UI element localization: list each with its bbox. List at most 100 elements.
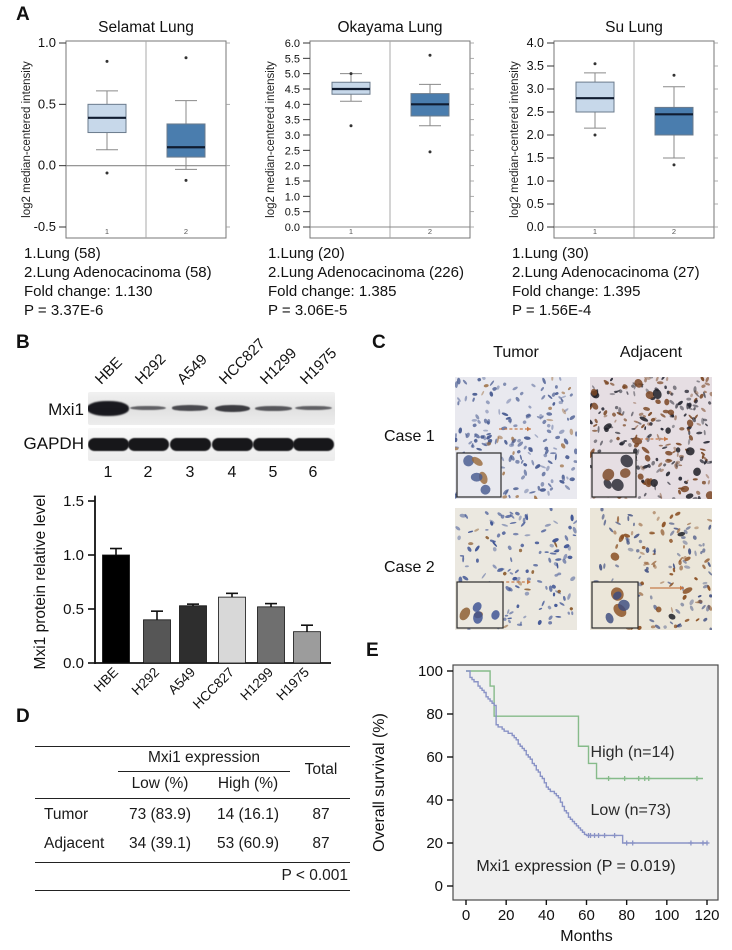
panel-a-label: A (16, 4, 30, 25)
boxplot-su-block: Su Lung 4.0 3.5 3.0 2.5 2.0 1.5 1.0 0.5 0.0 log2 m… (488, 0, 732, 332)
table-cell-tumor-total: 87 (312, 806, 330, 823)
table-total-header: Total (304, 761, 338, 778)
svg-text:2: 2 (672, 227, 676, 236)
blot-lane-number: 3 (185, 464, 195, 481)
svg-text:Low (n=73): Low (n=73) (591, 802, 672, 819)
table-rule-header (35, 798, 350, 799)
ihc-column-header-adjacent: Adjacent (619, 344, 683, 361)
svg-text:4.0: 4.0 (285, 99, 300, 111)
okayama-caption: 1.Lung (20) 2.Lung Adenocacinoma (226) Fol… (268, 244, 464, 320)
svg-text:4.0: 4.0 (527, 36, 544, 50)
svg-text:120: 120 (694, 907, 719, 924)
svg-text:4.5: 4.5 (285, 84, 300, 96)
ihc-case1-adjacent-image (590, 377, 712, 499)
blot-lane-label: H1975 (296, 344, 341, 388)
gapdh-band (252, 438, 294, 451)
svg-text:A549: A549 (165, 665, 198, 698)
svg-text:1: 1 (105, 227, 109, 236)
svg-text:2.5: 2.5 (285, 145, 300, 157)
svg-text:20: 20 (498, 907, 515, 924)
blot-lane-number: 2 (143, 464, 153, 481)
svg-text:H292: H292 (129, 665, 162, 698)
svg-text:5.0: 5.0 (285, 69, 300, 81)
panel-c-label: C (372, 332, 386, 353)
mxi1-band (172, 405, 208, 411)
gapdh-band (88, 438, 129, 451)
blot-lane-number: 4 (227, 464, 237, 481)
svg-text:1.0: 1.0 (38, 35, 56, 50)
svg-text:log2 median-centered intensity: log2 median-centered intensity (21, 61, 33, 218)
table-cell-adjacent-high: 53 (60.9) (216, 835, 280, 852)
svg-text:2: 2 (428, 227, 432, 236)
caption-line: Fold change: 1.385 (268, 283, 397, 300)
table-cell-tumor-high: 14 (16.1) (216, 806, 280, 823)
ihc-case2-tumor-image (455, 508, 577, 630)
svg-text:1.0: 1.0 (527, 174, 544, 188)
svg-text:-0.5: -0.5 (34, 219, 56, 234)
svg-text:0.5: 0.5 (38, 96, 56, 111)
svg-text:60: 60 (578, 907, 595, 924)
blot-lane-label: H292 (131, 350, 170, 388)
gapdh-band (211, 438, 253, 451)
svg-text:1: 1 (349, 227, 353, 236)
caption-line: Fold change: 1.395 (512, 283, 641, 300)
blot-lane-number: 1 (103, 464, 113, 481)
kaplan-meier-chart: 0 20 40 60 80 100 120 0 20 40 60 80 100 High (n=14) Lo… (371, 663, 720, 945)
svg-text:3.5: 3.5 (285, 115, 300, 127)
table-subheader-high: High (%) (217, 775, 279, 792)
svg-text:HBE: HBE (91, 665, 121, 695)
boxplot-selamat-block: Selamat Lung 1.0 0.5 0.0 -0.5 log2 median-cen… (0, 0, 244, 332)
ihc-case1-tumor-image (455, 377, 577, 499)
su-boxplot: Su Lung 4.0 3.5 3.0 2.5 2.0 1.5 1.0 0.5 0.0 log2 m… (509, 19, 718, 239)
svg-text:100: 100 (418, 663, 443, 680)
svg-text:2.5: 2.5 (527, 105, 544, 119)
caption-line: 1.Lung (30) (512, 245, 589, 262)
svg-text:60: 60 (426, 749, 443, 766)
mxi1-band (130, 405, 166, 411)
western-blot-mxi1-strip (88, 392, 335, 425)
caption-line: 2.Lung Adenocacinoma (226) (268, 264, 464, 281)
blot-row-label-mxi1: Mxi1 (48, 400, 84, 419)
svg-text:0.0: 0.0 (527, 220, 544, 234)
svg-text:0.5: 0.5 (527, 197, 544, 211)
svg-text:1.5: 1.5 (63, 493, 84, 510)
su-caption: 1.Lung (30) 2.Lung Adenocacinoma (27) Fold… (512, 244, 700, 320)
caption-line: P = 3.37E-6 (24, 302, 104, 319)
svg-text:6.0: 6.0 (285, 38, 300, 50)
mxi1-band (214, 404, 250, 412)
table-rule-group (118, 771, 290, 772)
okayama-boxplot: Okayama Lung 6.0 5.5 5.0 4.5 4.0 3.5 3.0 2.5 2.0 1… (265, 19, 474, 239)
svg-text:log2 median-centered intensity: log2 median-centered intensity (265, 61, 277, 218)
table-rule-bottom (35, 890, 350, 891)
svg-text:80: 80 (426, 706, 443, 723)
table-row-label-tumor: Tumor (44, 806, 89, 823)
mxi1-expression-table: Mxi1 expression Total Low (%) High (%) T… (30, 740, 352, 898)
svg-text:3.5: 3.5 (527, 59, 544, 73)
svg-text:Su Lung: Su Lung (605, 19, 663, 36)
svg-text:5.5: 5.5 (285, 53, 300, 65)
svg-text:1.5: 1.5 (285, 176, 300, 188)
ihc-case2-adjacent-image (590, 508, 712, 630)
blot-lane-label: HBE (91, 354, 126, 388)
svg-text:1.0: 1.0 (63, 547, 84, 564)
panel-e-label: E (366, 640, 379, 661)
selamat-caption: 1.Lung (58) 2.Lung Adenocacinoma (58) Fold… (24, 244, 212, 320)
table-cell-tumor-low: 73 (83.9) (128, 806, 192, 823)
svg-text:3.0: 3.0 (285, 130, 300, 142)
svg-text:Selamat Lung: Selamat Lung (98, 19, 194, 36)
blot-lane-number: 6 (308, 464, 318, 481)
ihc-row-label-case1: Case 1 (384, 428, 435, 445)
table-cell-adjacent-low: 34 (39.1) (128, 835, 192, 852)
svg-text:0.5: 0.5 (63, 601, 84, 618)
svg-text:Okayama Lung: Okayama Lung (337, 19, 442, 36)
blot-lane-number: 5 (268, 464, 278, 481)
western-blot-gapdh-strip (88, 428, 335, 461)
caption-line: 1.Lung (20) (268, 245, 345, 262)
table-group-header: Mxi1 expression (148, 749, 260, 766)
ihc-row-label-case2: Case 2 (384, 559, 435, 576)
caption-line: Fold change: 1.130 (24, 283, 153, 300)
svg-text:20: 20 (426, 835, 443, 852)
svg-text:log2 median-centered intensity: log2 median-centered intensity (509, 61, 521, 218)
table-rule-top (35, 746, 350, 747)
